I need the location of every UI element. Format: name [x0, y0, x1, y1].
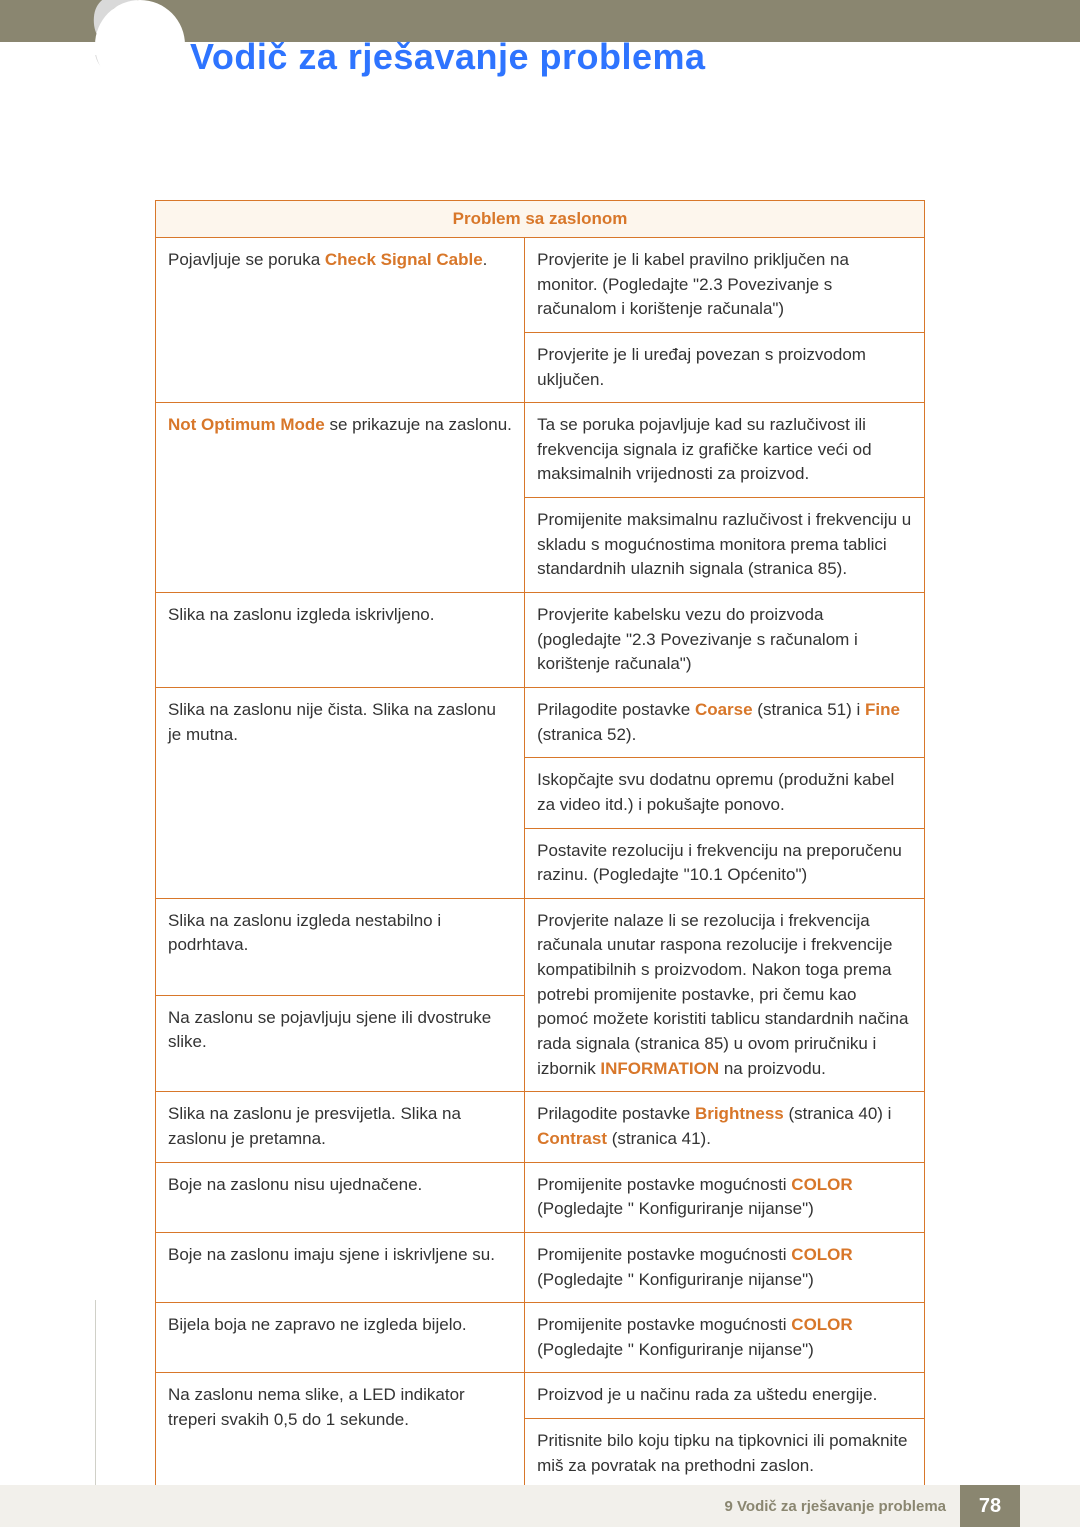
highlight-term: COLOR: [791, 1315, 852, 1334]
problem-cell: Boje na zaslonu imaju sjene i iskrivljen…: [156, 1232, 525, 1302]
page-number: 78: [960, 1485, 1020, 1527]
problem-cell: Slika na zaslonu izgleda iskrivljeno.: [156, 593, 525, 688]
problem-cell: Slika na zaslonu je presvijetla. Slika n…: [156, 1092, 525, 1162]
highlight-term: Coarse: [695, 700, 753, 719]
solution-cell: Promijenite postavke mogućnosti COLOR (P…: [525, 1303, 925, 1373]
problem-cell: Slika na zaslonu izgleda nestabilno i po…: [156, 898, 525, 995]
solution-cell: Promijenite maksimalnu razlučivost i fre…: [525, 498, 925, 593]
solution-cell: Provjerite nalaze li se rezolucija i fre…: [525, 898, 925, 1091]
problem-cell: Slika na zaslonu nije čista. Slika na za…: [156, 687, 525, 898]
highlight-term: INFORMATION: [600, 1059, 719, 1078]
highlight-term: COLOR: [791, 1245, 852, 1264]
footer-text: 9 Vodič za rješavanje problema: [725, 1498, 946, 1515]
problem-cell: Na zaslonu se pojavljuju sjene ili dvost…: [156, 995, 525, 1092]
solution-cell: Postavite rezoluciju i frekvenciju na pr…: [525, 828, 925, 898]
table-row: Boje na zaslonu imaju sjene i iskrivljen…: [156, 1232, 925, 1302]
highlight-term: Fine: [865, 700, 900, 719]
chapter-number-bg: [95, 0, 185, 90]
table-row: Slika na zaslonu izgleda nestabilno i po…: [156, 898, 925, 995]
problem-cell: Not Optimum Mode se prikazuje na zaslonu…: [156, 403, 525, 593]
left-rule: [95, 1300, 96, 1485]
problem-cell: Bijela boja ne zapravo ne izgleda bijelo…: [156, 1303, 525, 1373]
highlight-term: COLOR: [791, 1175, 852, 1194]
troubleshoot-table: Problem sa zaslonom Pojavljuje se poruka…: [155, 200, 925, 1489]
solution-cell: Prilagodite postavke Brightness (stranic…: [525, 1092, 925, 1162]
problem-cell: Pojavljuje se poruka Check Signal Cable.: [156, 238, 525, 403]
problem-cell: Na zaslonu nema slike, a LED indikator t…: [156, 1373, 525, 1489]
highlight-term: Not Optimum Mode: [168, 415, 325, 434]
table-row: Bijela boja ne zapravo ne izgleda bijelo…: [156, 1303, 925, 1373]
solution-cell: Ta se poruka pojavljuje kad su razlučivo…: [525, 403, 925, 498]
table-row: Slika na zaslonu nije čista. Slika na za…: [156, 687, 925, 757]
solution-cell: Iskopčajte svu dodatnu opremu (produžni …: [525, 758, 925, 828]
table-row: Slika na zaslonu izgleda iskrivljeno.Pro…: [156, 593, 925, 688]
solution-cell: Provjerite je li uređaj povezan s proizv…: [525, 332, 925, 402]
table-header: Problem sa zaslonom: [156, 201, 925, 238]
solution-cell: Provjerite je li kabel pravilno priključ…: [525, 238, 925, 333]
table-row: Slika na zaslonu je presvijetla. Slika n…: [156, 1092, 925, 1162]
solution-cell: Promijenite postavke mogućnosti COLOR (P…: [525, 1162, 925, 1232]
problem-cell: Boje na zaslonu nisu ujednačene.: [156, 1162, 525, 1232]
troubleshoot-table-wrap: Problem sa zaslonom Pojavljuje se poruka…: [155, 200, 925, 1489]
page-title: Vodič za rješavanje problema: [190, 36, 706, 78]
solution-cell: Proizvod je u načinu rada za uštedu ener…: [525, 1373, 925, 1419]
highlight-term: Brightness: [695, 1104, 784, 1123]
solution-cell: Provjerite kabelsku vezu do proizvoda (p…: [525, 593, 925, 688]
footer-bar: 9 Vodič za rješavanje problema 78: [0, 1485, 1080, 1527]
table-row: Pojavljuje se poruka Check Signal Cable.…: [156, 238, 925, 333]
table-row: Boje na zaslonu nisu ujednačene.Promijen…: [156, 1162, 925, 1232]
highlight-term: Check Signal Cable: [325, 250, 483, 269]
table-row: Not Optimum Mode se prikazuje na zaslonu…: [156, 403, 925, 498]
solution-cell: Pritisnite bilo koju tipku na tipkovnici…: [525, 1419, 925, 1489]
highlight-term: Contrast: [537, 1129, 607, 1148]
table-row: Na zaslonu nema slike, a LED indikator t…: [156, 1373, 925, 1419]
solution-cell: Prilagodite postavke Coarse (stranica 51…: [525, 687, 925, 757]
solution-cell: Promijenite postavke mogućnosti COLOR (P…: [525, 1232, 925, 1302]
